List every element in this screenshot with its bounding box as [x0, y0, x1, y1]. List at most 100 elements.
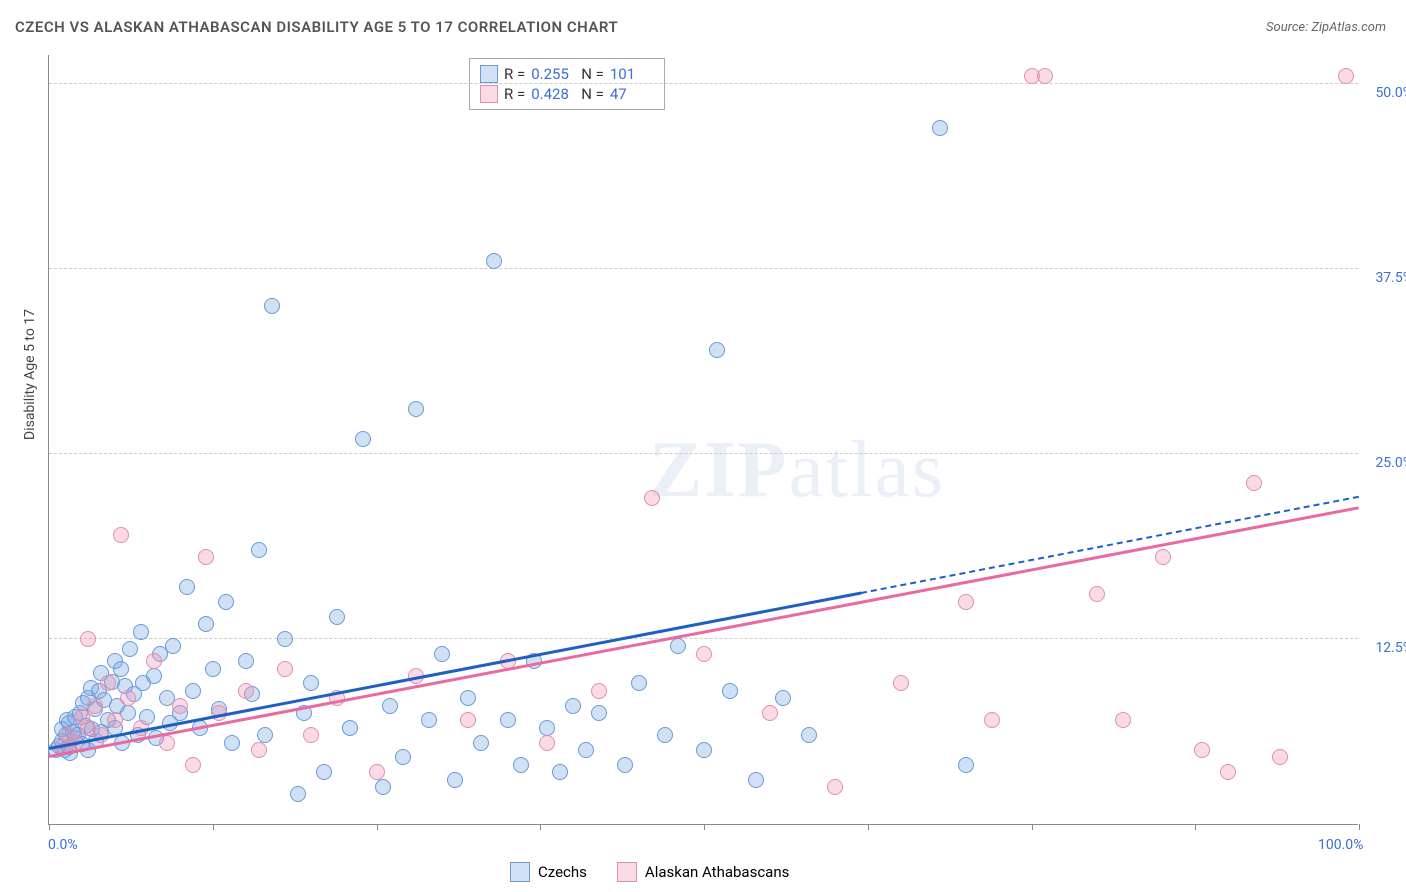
x-tick [49, 824, 50, 830]
legend-r-label: R = [504, 85, 525, 103]
scatter-point [198, 549, 214, 565]
scatter-point [657, 727, 673, 743]
scatter-point [382, 698, 398, 714]
scatter-point [369, 764, 385, 780]
x-tick [377, 824, 378, 830]
scatter-point [1155, 549, 1171, 565]
scatter-point [617, 757, 633, 773]
x-tick-label: 100.0% [1318, 837, 1363, 853]
scatter-point [984, 712, 1000, 728]
scatter-point [762, 705, 778, 721]
legend-series: Czechs Alaskan Athabascans [510, 862, 789, 882]
legend-r-label: R = [504, 65, 525, 83]
scatter-point [303, 675, 319, 691]
scatter-point [277, 631, 293, 647]
scatter-point [257, 727, 273, 743]
scatter-point [552, 764, 568, 780]
scatter-point [1194, 742, 1210, 758]
legend-row: R =0.428N =47 [480, 85, 654, 103]
scatter-point [513, 757, 529, 773]
legend-swatch [510, 862, 530, 882]
legend-n-label: N = [581, 85, 604, 103]
scatter-point [670, 638, 686, 654]
legend-label: Alaskan Athabascans [645, 863, 789, 881]
scatter-point [1338, 68, 1354, 84]
source-label: Source: [1266, 20, 1308, 35]
scatter-point [827, 779, 843, 795]
watermark-atlas: atlas [788, 426, 945, 514]
scatter-point [133, 624, 149, 640]
scatter-point [185, 757, 201, 773]
scatter-point [198, 616, 214, 632]
y-tick-label: 12.5% [1375, 640, 1406, 656]
scatter-point [775, 690, 791, 706]
scatter-point [303, 727, 319, 743]
scatter-point [80, 631, 96, 647]
legend-swatch [617, 862, 637, 882]
scatter-point [578, 742, 594, 758]
scatter-point [460, 690, 476, 706]
scatter-point [722, 683, 738, 699]
scatter-point [316, 764, 332, 780]
x-tick [213, 824, 214, 830]
grid-line [49, 453, 1358, 454]
scatter-point [1089, 586, 1105, 602]
scatter-point [122, 641, 138, 657]
scatter-point [355, 431, 371, 447]
scatter-point [473, 735, 489, 751]
x-tick [540, 824, 541, 830]
scatter-point [958, 594, 974, 610]
scatter-point [290, 786, 306, 802]
scatter-point [172, 698, 188, 714]
grid-line [49, 268, 1358, 269]
scatter-point [932, 120, 948, 136]
scatter-point [893, 675, 909, 691]
scatter-point [251, 742, 267, 758]
scatter-point [1115, 712, 1131, 728]
scatter-point [185, 683, 201, 699]
scatter-point [120, 690, 136, 706]
scatter-point [709, 342, 725, 358]
scatter-point [238, 653, 254, 669]
x-tick-label: 0.0% [48, 837, 78, 853]
scatter-point [696, 646, 712, 662]
legend-correlation: R =0.255N =101R =0.428N =47 [469, 58, 665, 110]
x-tick [704, 824, 705, 830]
legend-r-value: 0.255 [531, 65, 575, 83]
scatter-point [1272, 749, 1288, 765]
regression-line [861, 496, 1359, 594]
scatter-point [539, 735, 555, 751]
scatter-point [1246, 475, 1262, 491]
scatter-point [264, 298, 280, 314]
scatter-point [421, 712, 437, 728]
scatter-point [565, 698, 581, 714]
x-tick [1032, 824, 1033, 830]
legend-swatch [480, 65, 498, 83]
y-tick-label: 50.0% [1375, 85, 1406, 101]
scatter-point [395, 749, 411, 765]
scatter-point [113, 661, 129, 677]
scatter-point [748, 772, 764, 788]
scatter-point [146, 668, 162, 684]
scatter-point [696, 742, 712, 758]
y-tick-label: 37.5% [1375, 270, 1406, 286]
scatter-point [165, 638, 181, 654]
regression-line [49, 506, 1359, 757]
legend-swatch [480, 85, 498, 103]
scatter-point [205, 661, 221, 677]
legend-n-value: 47 [610, 85, 654, 103]
scatter-point [1037, 68, 1053, 84]
scatter-point [1220, 764, 1236, 780]
scatter-point [224, 735, 240, 751]
legend-n-value: 101 [610, 65, 654, 83]
chart-title: CZECH VS ALASKAN ATHABASCAN DISABILITY A… [15, 18, 618, 36]
source-attribution: Source: ZipAtlas.com [1266, 20, 1386, 35]
grid-line [49, 638, 1358, 639]
scatter-point [539, 720, 555, 736]
legend-item: Czechs [510, 862, 587, 882]
watermark: ZIPatlas [649, 425, 945, 516]
scatter-point [113, 527, 129, 543]
x-tick [1359, 824, 1360, 830]
scatter-point [500, 712, 516, 728]
scatter-point [644, 490, 660, 506]
